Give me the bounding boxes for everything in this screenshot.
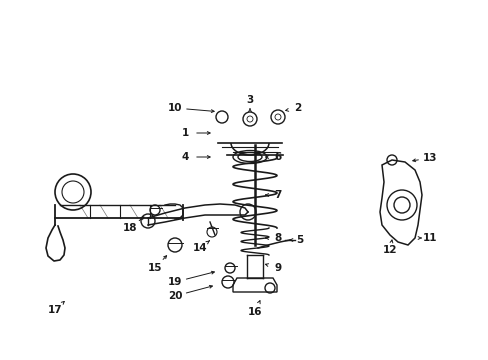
- Text: 11: 11: [422, 233, 436, 243]
- Text: 1: 1: [181, 128, 188, 138]
- Text: 9: 9: [274, 263, 281, 273]
- Text: 3: 3: [246, 95, 253, 105]
- Text: 19: 19: [167, 277, 182, 287]
- Text: 12: 12: [382, 245, 396, 255]
- Text: 5: 5: [296, 235, 303, 245]
- Text: 2: 2: [294, 103, 301, 113]
- Text: 6: 6: [274, 152, 281, 162]
- Text: 14: 14: [192, 243, 207, 253]
- Text: 17: 17: [48, 305, 62, 315]
- Text: 4: 4: [181, 152, 188, 162]
- Text: 16: 16: [247, 307, 262, 317]
- Text: 10: 10: [167, 103, 182, 113]
- Text: 8: 8: [274, 233, 281, 243]
- Text: 20: 20: [167, 291, 182, 301]
- Text: 7: 7: [274, 190, 281, 200]
- Text: 13: 13: [422, 153, 436, 163]
- Text: 15: 15: [147, 263, 162, 273]
- Text: 18: 18: [122, 223, 137, 233]
